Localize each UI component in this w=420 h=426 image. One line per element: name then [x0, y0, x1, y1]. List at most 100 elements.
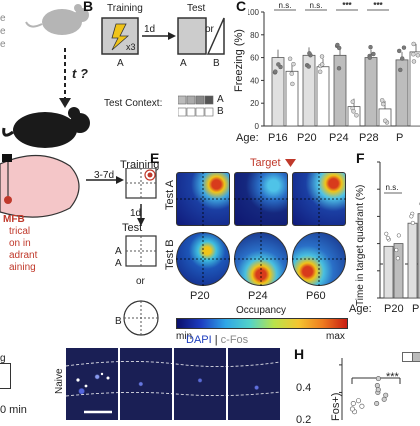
stain-separator: | [215, 334, 218, 346]
freezing-age-p20: P20 [297, 132, 317, 144]
panel-label-c: C [236, 0, 246, 14]
data-point [368, 56, 372, 60]
h-significance: *** [386, 371, 399, 383]
data-point [374, 401, 378, 405]
d-context-a2: A [115, 258, 122, 269]
data-point [354, 113, 358, 117]
data-point [412, 42, 416, 46]
data-point [412, 59, 416, 63]
mouse-illustration [0, 0, 110, 150]
data-point [416, 53, 420, 57]
data-point [337, 66, 341, 70]
time-question-label: t ? [72, 66, 88, 81]
data-point [369, 45, 373, 49]
target-label: Target [250, 157, 281, 169]
target-arrow-icon [285, 158, 297, 168]
freezing-bar-chart: 020406080100n.s.n.s.****** [248, 0, 420, 130]
significance-label: n.s. [279, 1, 292, 10]
data-point [394, 248, 398, 252]
data-point [273, 70, 277, 74]
h-ytick-0.4: 0.4 [296, 382, 311, 394]
juvenile-mouse-icon [26, 4, 89, 35]
micrograph-outlines [66, 348, 280, 420]
freezing-age-p24: P24 [329, 132, 349, 144]
context-a2-label: A [180, 58, 187, 69]
data-point [411, 221, 415, 225]
h-ytick-0.2: 0.2 [296, 414, 311, 426]
data-point [398, 68, 402, 72]
data-point [410, 215, 414, 219]
bar-p20-s2 [317, 67, 329, 126]
freezing-age-p28: P28 [359, 132, 379, 144]
data-point [397, 49, 401, 53]
row-test-b-label: Test B [164, 239, 176, 270]
test-box-a [178, 18, 206, 54]
mfb-target-icon [4, 196, 12, 204]
significance-label: *** [342, 1, 352, 10]
row-test-a-label: Test A [164, 180, 176, 210]
data-point [360, 404, 364, 408]
legend-a-label: A [217, 94, 224, 105]
data-point [381, 102, 385, 106]
bar-p24-s1 [334, 55, 346, 126]
data-point [382, 397, 386, 401]
test-label: Test [187, 3, 205, 14]
data-point [384, 232, 388, 236]
legend-b-label: B [217, 106, 224, 117]
freezing-y-label: Freezing (%) [233, 29, 245, 92]
data-point [397, 234, 401, 238]
g-left-box [0, 363, 11, 389]
stimulation-caption: trical on in adrant aining [9, 226, 37, 274]
data-point [411, 52, 415, 56]
bar-p28-s1 [365, 58, 377, 126]
data-point [386, 236, 390, 240]
data-point [400, 57, 404, 61]
freezing-age-prefix: Age: [236, 132, 259, 144]
data-point [288, 57, 292, 61]
d-test-label: Test [122, 222, 142, 234]
adult-mouse-icon [4, 107, 90, 148]
y-tick-label: 60 [250, 54, 259, 63]
training-label: Training [107, 3, 143, 14]
data-point [350, 407, 354, 411]
bar-p16-s2 [286, 71, 298, 126]
target-age-p20: P20 [384, 303, 404, 315]
data-point [318, 70, 322, 74]
panel-label-b: B [83, 0, 93, 14]
colorbar-max-label: max [326, 331, 345, 342]
panel-label-h: H [294, 346, 304, 362]
heatmap-age-p60: P60 [306, 290, 326, 302]
target-quadrant-bar-chart: n.s. [368, 150, 420, 302]
d-context-a1: A [115, 246, 122, 257]
d-or-label: or [136, 276, 145, 287]
g-time-fragment: 0 min [0, 404, 27, 416]
freezing-age-p-partial: P [396, 132, 403, 144]
heatmap-age-p20: P20 [190, 290, 210, 302]
d-context-b: B [115, 316, 122, 327]
colorbar-title: Occupancy [236, 305, 286, 316]
data-point [276, 62, 280, 66]
freezing-age-p16: P16 [268, 132, 288, 144]
bar-p20-s1 [384, 246, 393, 298]
bar-p-s1 [408, 223, 417, 298]
data-point [402, 46, 406, 50]
stain-cfos-label: c-Fos [221, 334, 249, 346]
d-gap-label: 1d [130, 208, 141, 219]
data-point [383, 119, 387, 123]
stain-dapi-label: DAPI [186, 334, 212, 346]
data-point [291, 62, 295, 66]
gap-1d-label: 1d [144, 24, 155, 35]
target-age-p-partial: P [412, 303, 419, 315]
data-point [396, 257, 400, 261]
x3-label: x3 [126, 42, 136, 52]
data-point [352, 109, 356, 113]
data-point [337, 46, 341, 50]
y-tick-label: 20 [250, 99, 259, 108]
data-point [351, 401, 355, 405]
or-label: or [205, 24, 214, 35]
target-age-prefix: Age: [349, 303, 372, 315]
significance-label: n.s. [310, 1, 323, 10]
row-naive-label: Naive [54, 368, 65, 394]
data-point [380, 98, 384, 102]
data-point [351, 100, 355, 104]
